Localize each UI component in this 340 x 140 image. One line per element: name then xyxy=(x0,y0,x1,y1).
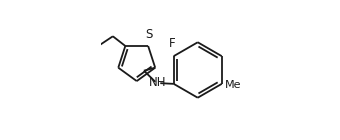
Text: NH: NH xyxy=(149,76,167,89)
Text: F: F xyxy=(169,37,176,50)
Text: S: S xyxy=(145,28,153,41)
Text: Me: Me xyxy=(225,80,242,90)
